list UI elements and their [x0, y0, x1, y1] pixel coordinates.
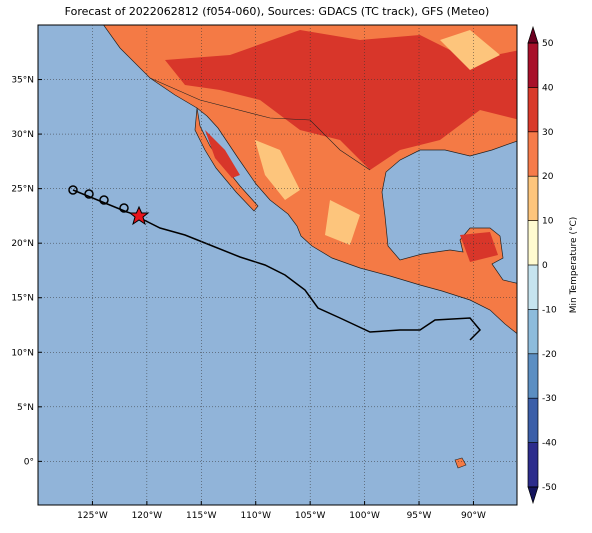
mild-zone [440, 30, 500, 70]
position-marker [99, 195, 109, 205]
colorbar-tick-label: -20 [542, 350, 557, 360]
mild-zone [255, 140, 300, 200]
colorbar-tick-label: -50 [542, 483, 557, 493]
island [454, 457, 467, 469]
position-marker [68, 185, 78, 195]
position-marker [119, 203, 129, 213]
border [149, 77, 371, 171]
hot-zone [165, 30, 517, 170]
y-tick-label: 0° [24, 457, 34, 467]
colorbar-tick-label: 0 [542, 261, 548, 271]
y-tick-label: 20°N [11, 239, 34, 249]
colorbar-band [528, 220, 538, 266]
colorbar-tick-label: 40 [542, 83, 554, 93]
colorbar-tick-label: 20 [542, 172, 554, 182]
colorbar-band [528, 265, 538, 310]
position-marker [84, 189, 94, 199]
x-tick-label: 125°W [77, 511, 108, 521]
x-tick-label: 110°W [240, 511, 271, 521]
baja-california [194, 107, 259, 212]
y-tick-label: 30°N [11, 130, 34, 140]
colorbar-band [528, 309, 538, 355]
x-tick-label: 95°W [407, 511, 432, 521]
mild-zone [325, 200, 360, 245]
y-tick-label: 10°N [11, 348, 34, 358]
colorbar-band [528, 43, 538, 88]
colorbar-band [528, 131, 538, 177]
y-tick-label: 25°N [11, 185, 34, 195]
y-tick-label: 35°N [11, 76, 34, 86]
colorbar-tick-label: -10 [542, 305, 557, 315]
colorbar-tick-label: 50 [542, 39, 554, 49]
colorbar-tick-label: -40 [542, 439, 557, 449]
colorbar-label: Min Temperature (°C) [569, 217, 579, 314]
colorbar-extend-low [527, 486, 539, 505]
x-tick-label: 90°W [461, 511, 486, 521]
land-layer [103, 25, 517, 469]
colorbar-band [528, 398, 538, 443]
colorbar-band [528, 176, 538, 221]
current-position [128, 205, 150, 226]
hot-zone [205, 130, 240, 178]
colorbar-band [528, 442, 538, 488]
x-tick-label: 115°W [186, 511, 217, 521]
hot-zone [460, 232, 498, 262]
colorbar-extend-high [527, 25, 539, 44]
x-tick-label: 100°W [349, 511, 380, 521]
x-tick-label: 105°W [295, 511, 326, 521]
colorbar-band [528, 87, 538, 133]
chart-title: Forecast of 2022062812 (f054-060), Sourc… [65, 5, 490, 18]
storm-track [139, 217, 482, 341]
colorbar-tick-label: -30 [542, 394, 557, 404]
colorbar-tick-label: 30 [542, 128, 554, 138]
colorbar-band [528, 353, 538, 399]
map-frame [37, 24, 518, 506]
y-tick-label: 5°N [17, 403, 34, 413]
x-tick-label: 120°W [132, 511, 163, 521]
colorbar-tick-label: 10 [542, 217, 554, 227]
y-tick-label: 15°N [11, 294, 34, 304]
